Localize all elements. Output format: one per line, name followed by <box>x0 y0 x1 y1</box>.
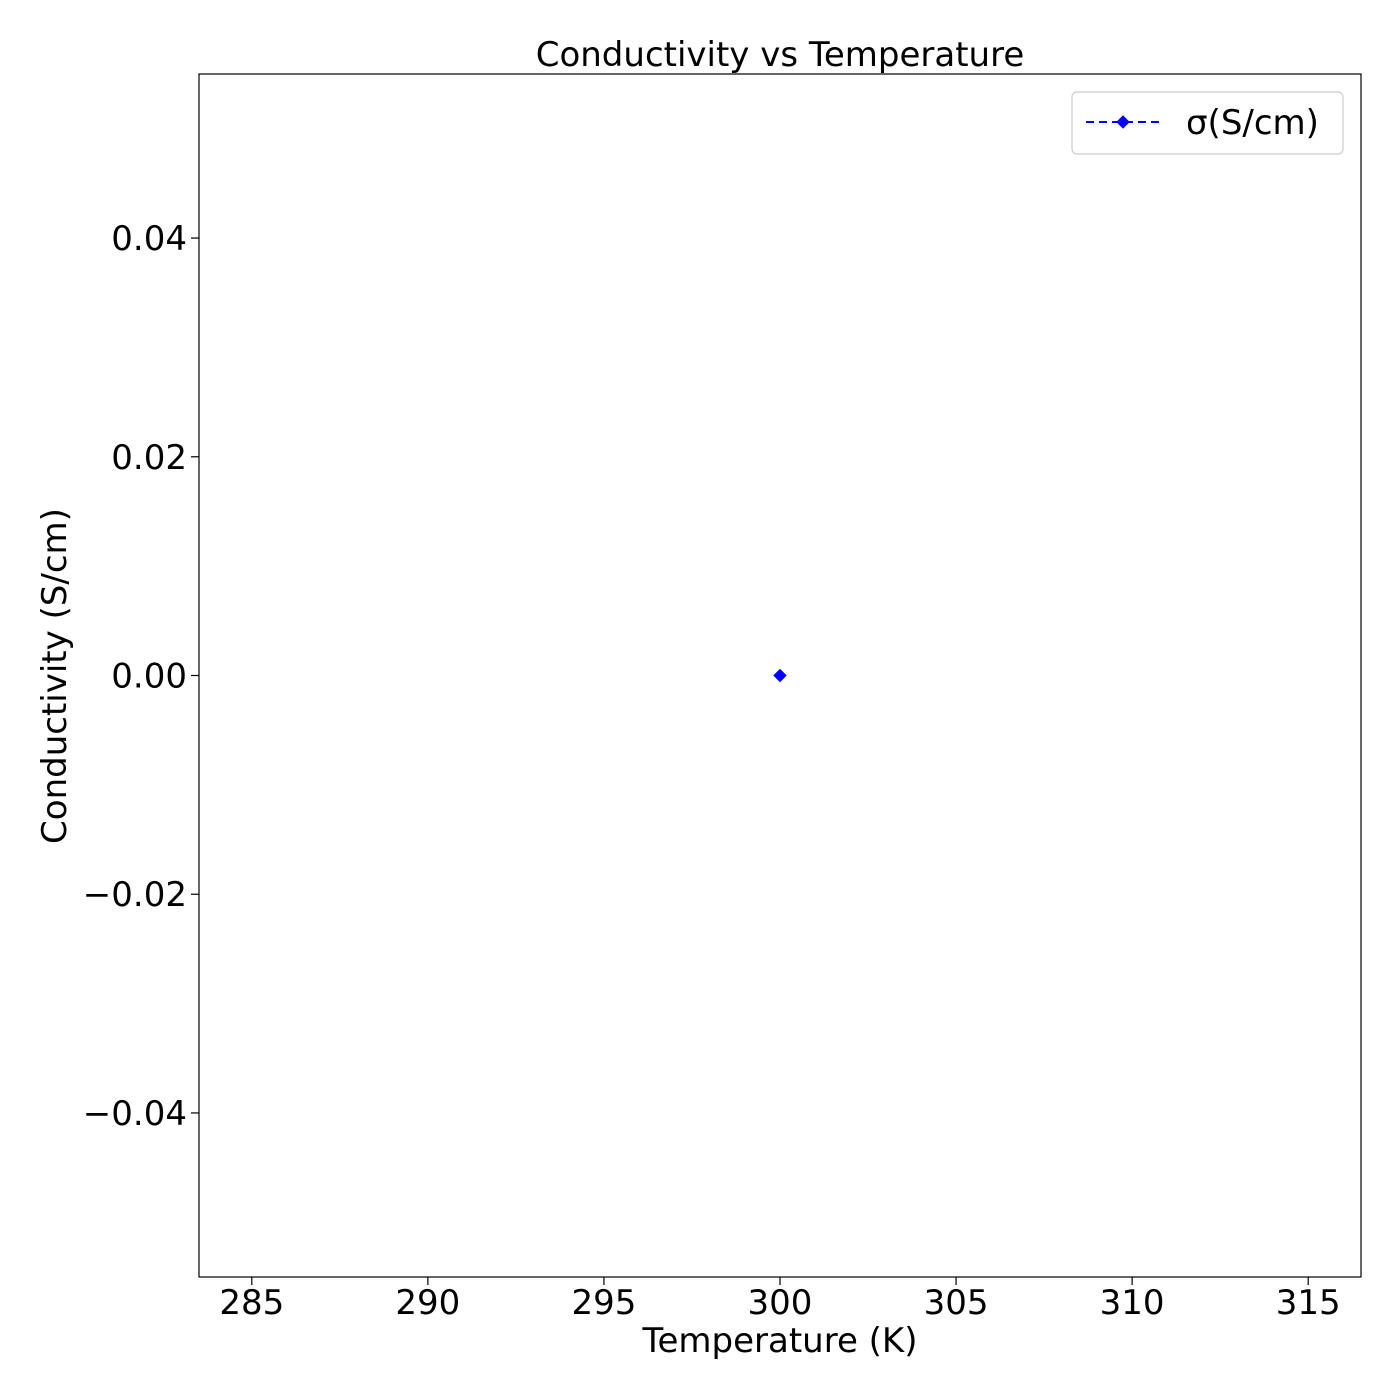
chart-title: Conductivity vs Temperature <box>536 35 1025 75</box>
x-tick-label: 285 <box>219 1283 284 1323</box>
data-point <box>773 668 787 683</box>
y-tick-label: −0.04 <box>83 1094 187 1134</box>
legend-marker <box>1116 115 1130 129</box>
y-tick-label: 0.04 <box>111 219 187 259</box>
y-tick-label: −0.02 <box>83 875 187 915</box>
legend-label: σ(S/cm) <box>1186 103 1319 143</box>
legend-box <box>1071 91 1344 155</box>
x-tick-label: 295 <box>571 1283 636 1323</box>
y-tick-label: 0.02 <box>111 438 187 478</box>
x-axis-label: Temperature (K) <box>641 1321 917 1361</box>
x-tick-label: 315 <box>1276 1283 1341 1323</box>
x-tick-label: 290 <box>395 1283 460 1323</box>
x-tick-label: 305 <box>924 1283 989 1323</box>
y-tick-label: 0.00 <box>111 657 187 697</box>
x-tick-label: 300 <box>748 1283 813 1323</box>
x-axis: 285 290 295 300 305 310 315 <box>219 1277 1341 1323</box>
y-axis-label: Conductivity (S/cm) <box>35 508 75 844</box>
series-layer <box>773 668 787 683</box>
x-tick-label: 310 <box>1100 1283 1165 1323</box>
legend: σ(S/cm) <box>1071 91 1344 155</box>
y-axis: −0.04 −0.02 0.00 0.02 0.04 <box>83 219 199 1134</box>
